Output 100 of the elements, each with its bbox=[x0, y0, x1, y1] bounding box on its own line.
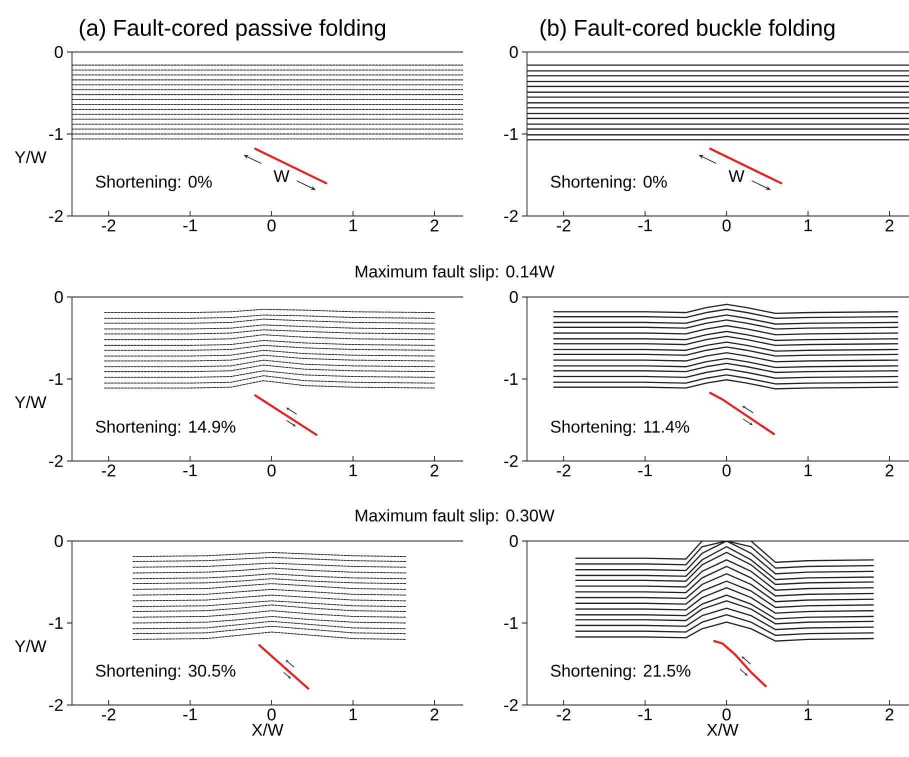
line-series bbox=[132, 604, 406, 612]
line-series bbox=[553, 346, 898, 357]
x-tick-label: 1 bbox=[804, 464, 812, 476]
x-tick-label: -2 bbox=[556, 220, 570, 232]
chart-title: (b) Fault-cored buckle folding bbox=[540, 19, 834, 40]
line-series bbox=[575, 546, 874, 580]
line-series bbox=[553, 308, 898, 319]
x-tick-label: 2 bbox=[886, 464, 894, 476]
line-series bbox=[575, 566, 874, 597]
y-tick-label: -2 bbox=[504, 455, 518, 467]
annotation: W bbox=[728, 170, 744, 182]
x-tick-label: 0 bbox=[722, 708, 731, 721]
line-series bbox=[575, 594, 874, 620]
line-series bbox=[575, 614, 874, 636]
y-tick-label: -2 bbox=[504, 210, 518, 222]
annotation: Shortening: 21.5% bbox=[550, 664, 690, 680]
line-series bbox=[575, 580, 874, 608]
annotation: Shortening: 0% bbox=[96, 175, 212, 192]
x-tick-label: 2 bbox=[430, 708, 438, 720]
x-tick-label: -1 bbox=[638, 464, 652, 476]
y-tick-label: -1 bbox=[49, 128, 63, 140]
line-series bbox=[132, 626, 406, 634]
line-series bbox=[553, 362, 898, 374]
line-series bbox=[553, 304, 898, 314]
annotation: Shortening: 30.5% bbox=[96, 664, 236, 680]
line-series bbox=[104, 364, 435, 372]
x-tick-label: 1 bbox=[350, 464, 357, 476]
x-axis-title: X/W bbox=[252, 723, 284, 736]
y-tick-label: -2 bbox=[504, 699, 518, 711]
y-tick-label: -1 bbox=[504, 128, 518, 140]
x-tick-label: -2 bbox=[556, 464, 570, 476]
line-series bbox=[575, 587, 874, 614]
line-series bbox=[104, 370, 435, 378]
line-series bbox=[553, 341, 898, 352]
x-tick-label: 0 bbox=[268, 220, 276, 232]
x-tick-label: -1 bbox=[183, 464, 197, 476]
line-series bbox=[575, 573, 874, 602]
x-tick-label: 2 bbox=[886, 708, 894, 720]
y-tick-label: -1 bbox=[504, 617, 518, 629]
annotation: W bbox=[274, 170, 290, 182]
x-tick-label: 2 bbox=[430, 220, 438, 232]
line-series bbox=[713, 640, 767, 688]
x-tick-label: 0 bbox=[268, 464, 276, 477]
line-series bbox=[553, 336, 898, 346]
line-series bbox=[575, 622, 874, 642]
line-series bbox=[575, 552, 874, 586]
x-tick-label: -1 bbox=[183, 708, 197, 720]
y-tick-label: 0 bbox=[54, 290, 63, 303]
line-series bbox=[553, 358, 898, 368]
line-series bbox=[575, 559, 874, 591]
line-series bbox=[104, 360, 435, 368]
x-tick-label: 2 bbox=[886, 220, 894, 232]
x-tick-label: 1 bbox=[804, 708, 812, 720]
y-tick-label: -2 bbox=[49, 210, 63, 222]
y-axis-title: Y/W bbox=[14, 150, 46, 164]
x-tick-label: -1 bbox=[638, 708, 652, 720]
x-tick-label: 0 bbox=[722, 220, 731, 232]
y-tick-label: -1 bbox=[49, 373, 63, 385]
annotation: Shortening: 14.9% bbox=[96, 420, 236, 436]
x-tick-label: -1 bbox=[638, 220, 652, 232]
line-series bbox=[132, 632, 406, 640]
y-tick-label: -1 bbox=[49, 617, 63, 629]
x-tick-label: -2 bbox=[102, 464, 116, 476]
y-tick-label: 0 bbox=[510, 290, 518, 303]
x-tick-label: 0 bbox=[268, 708, 276, 721]
line-series bbox=[104, 380, 435, 388]
y-tick-label: 0 bbox=[54, 46, 63, 58]
x-tick-label: 1 bbox=[350, 220, 357, 232]
x-tick-label: -2 bbox=[102, 708, 116, 720]
y-tick-label: -2 bbox=[49, 455, 63, 467]
x-tick-label: 0 bbox=[722, 464, 731, 477]
line-series bbox=[553, 330, 898, 342]
line-series bbox=[132, 610, 406, 618]
line-series bbox=[553, 379, 898, 390]
line-series bbox=[553, 368, 898, 379]
y-tick-label: 0 bbox=[510, 535, 518, 547]
line-series bbox=[553, 352, 898, 362]
line-series bbox=[709, 392, 775, 436]
x-tick-label: -2 bbox=[556, 708, 570, 720]
line-series bbox=[553, 319, 898, 330]
annotation: Shortening: 0% bbox=[550, 175, 667, 192]
chart-title: (a) Fault-cored passive folding bbox=[80, 19, 386, 40]
chart-subtitle: Maximum fault slip: 0.14W bbox=[356, 265, 554, 281]
line-series bbox=[104, 375, 435, 384]
x-tick-label: -2 bbox=[102, 220, 116, 232]
line-series bbox=[553, 325, 898, 336]
line-series bbox=[575, 600, 874, 624]
y-axis-title: Y/W bbox=[14, 396, 46, 408]
y-tick-label: 0 bbox=[510, 46, 518, 58]
x-tick-label: 1 bbox=[804, 220, 812, 232]
y-tick-label: -2 bbox=[49, 699, 63, 711]
y-tick-label: -1 bbox=[504, 373, 518, 385]
x-tick-label: 2 bbox=[430, 464, 438, 476]
x-tick-label: -1 bbox=[183, 220, 197, 232]
line-series bbox=[553, 374, 898, 385]
y-tick-label: 0 bbox=[54, 535, 63, 547]
annotation: Shortening: 11.4% bbox=[550, 420, 690, 436]
line-series bbox=[553, 314, 898, 325]
line-series bbox=[575, 608, 874, 630]
line-series bbox=[132, 620, 406, 630]
